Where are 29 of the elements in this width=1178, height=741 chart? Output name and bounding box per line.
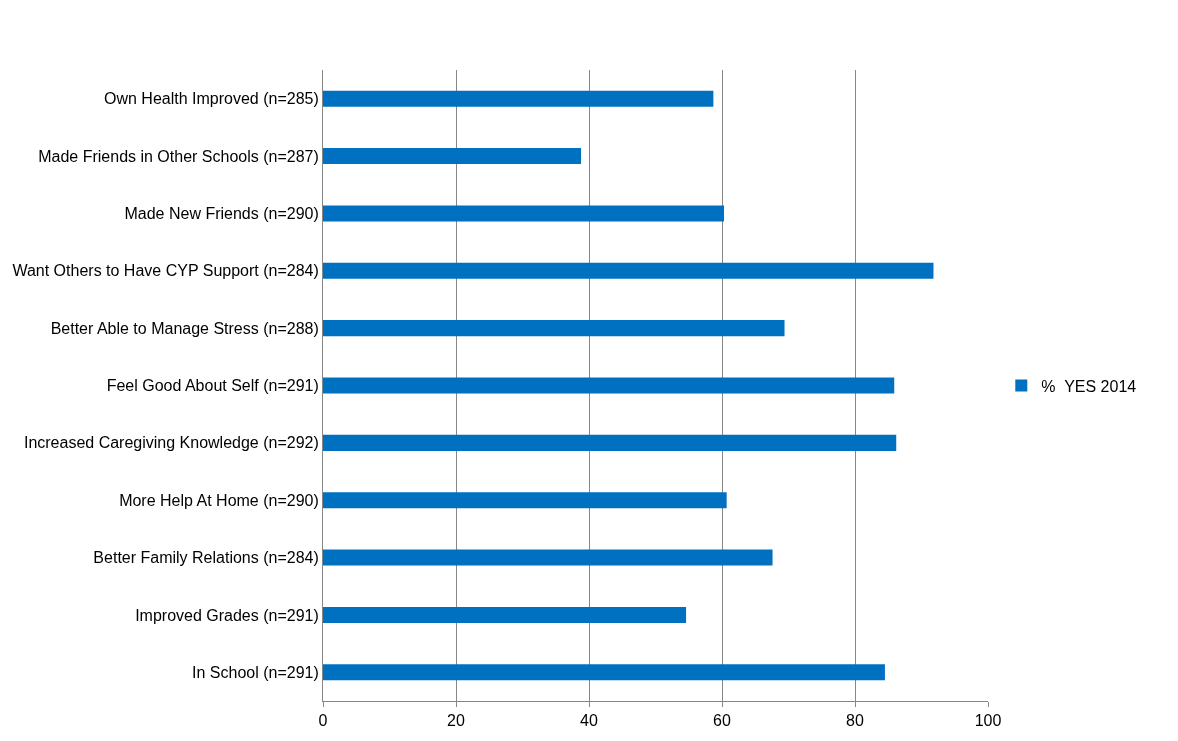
y-tick-label: Want Others to Have CYP Support (n=284) bbox=[12, 262, 319, 280]
x-tick-label: 80 bbox=[846, 712, 864, 730]
bar bbox=[323, 492, 727, 509]
bar bbox=[323, 606, 687, 623]
y-tick-label: More Help At Home (n=290) bbox=[119, 491, 319, 509]
bar bbox=[323, 377, 895, 394]
x-tick-label: 20 bbox=[447, 712, 465, 730]
y-tick-label: Better Able to Manage Stress (n=288) bbox=[50, 319, 319, 337]
bar bbox=[323, 262, 934, 279]
y-tick-label: Improved Grades (n=291) bbox=[135, 606, 319, 624]
x-tick-label: 0 bbox=[318, 712, 328, 730]
legend-label: % YES 2014 bbox=[1041, 377, 1137, 395]
y-tick-label: Made New Friends (n=290) bbox=[124, 205, 319, 223]
y-tick-label: In School (n=291) bbox=[192, 663, 319, 681]
y-tick-label: Feel Good About Self (n=291) bbox=[106, 377, 319, 395]
bar bbox=[323, 148, 582, 165]
y-tick-label: Better Family Relations (n=284) bbox=[93, 549, 319, 567]
y-tick-label: Made Friends in Other Schools (n=287) bbox=[38, 147, 319, 165]
bar bbox=[323, 434, 897, 451]
bar bbox=[323, 205, 724, 222]
x-tick-label: 40 bbox=[580, 712, 598, 730]
x-tick-label: 100 bbox=[974, 712, 1002, 730]
x-tick-label: 60 bbox=[713, 712, 731, 730]
bar bbox=[323, 320, 785, 337]
y-tick-label: Increased Caregiving Knowledge (n=292) bbox=[23, 434, 319, 452]
bar bbox=[323, 90, 714, 107]
y-tick-label: Own Health Improved (n=285) bbox=[104, 90, 319, 108]
bar bbox=[323, 549, 773, 566]
bar bbox=[323, 664, 885, 681]
